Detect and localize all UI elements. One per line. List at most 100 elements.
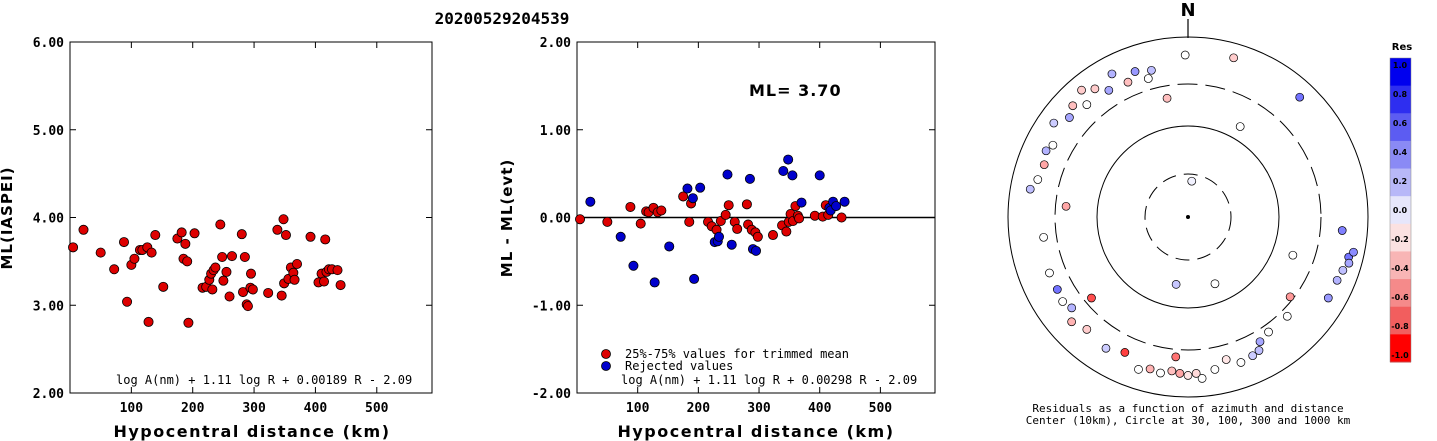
residual-point [1087,293,1096,303]
residual-point [1344,258,1354,268]
data-point [109,264,120,275]
residual-point [1288,250,1298,260]
colorbar-label: -0.4 [1391,264,1409,273]
ring-300km [1054,83,1322,351]
data-point [217,251,228,262]
data-point [242,301,253,312]
residual-point [1049,118,1059,128]
colorbar-label: 0.6 [1393,119,1408,128]
x-tick-label: 400 [808,401,832,416]
residual-point [1025,184,1035,194]
residual-point [1067,317,1076,327]
colorbar-cell [1390,279,1411,308]
data-point [720,209,731,220]
data-point [682,183,693,194]
residual-point [1143,74,1153,83]
colorbar-cell [1390,196,1411,225]
residual-point [1052,285,1062,294]
ring-30km [1144,173,1232,261]
formula-label: log A(nm) + 1.11 log R + 0.00189 R - 2.0… [116,373,412,387]
data-point [263,287,274,298]
residual-point [1045,268,1054,278]
data-point [678,191,689,202]
y-tick-label: 2.00 [540,36,571,51]
y-axis-label: ML - ML(evt) [498,159,516,277]
data-point [615,231,626,242]
data-point [722,169,733,180]
residual-point [1090,84,1100,94]
data-point [176,227,187,238]
residual-point [1349,247,1358,257]
x-tick-label: 500 [365,401,389,416]
colorbar-cell [1390,168,1411,197]
x-tick-label: 400 [304,401,328,416]
residual-point [1295,92,1305,102]
data-point [684,216,695,227]
colorbar-cell [1390,58,1411,87]
data-point [319,276,330,287]
residual-point [1123,77,1133,87]
data-point [305,231,316,242]
data-point [224,291,235,302]
colorbar-cell [1390,113,1411,142]
residual-point [1180,50,1190,60]
residual-point [1254,346,1264,355]
colorbar-label: -0.2 [1391,235,1409,244]
residual-point [1285,292,1295,302]
data-point [713,231,724,242]
residual-point [1058,297,1067,306]
data-point [783,154,794,165]
ml-iaspei-panel: 2.00 3.00 4.00 5.00 6.00 100 200 300 400 500 Hyp… [0,36,433,441]
data-point [245,268,256,279]
residual-point [1082,100,1092,109]
residual-point [1197,374,1207,383]
data-point [143,316,154,327]
data-point [839,196,850,207]
residual-point [1162,93,1172,103]
data-point [625,201,636,212]
data-point [695,182,706,193]
residual-point [1183,371,1193,380]
x-tick-label: 300 [242,401,266,416]
plot-frame [69,41,433,394]
data-point [689,273,700,284]
residual-colorbar: Res 1.0 0.8 0.6 0.4 0.2 0.0 -0.2 -0.4 -0.6 -0.8 -1… [1389,42,1412,363]
data-point [207,284,218,295]
x-tick-label: 100 [120,401,144,416]
data-point [278,214,289,225]
residual-point [1323,293,1333,303]
data-point [726,239,737,250]
data-point [751,245,762,256]
data-point [289,274,300,285]
data-point [335,280,346,291]
colorbar-label: 0.8 [1393,90,1408,99]
ml-annotation: ML= 3.70 [749,81,842,100]
data-point [767,230,778,241]
data-point [831,201,842,212]
data-point [602,216,613,227]
data-point [189,228,200,239]
x-axis-label: Hypocentral distance (km) [617,422,894,441]
data-point [276,290,287,301]
colorbar-cell [1390,251,1411,280]
data-point [723,200,734,211]
data-point [744,173,755,184]
residual-point [1191,369,1201,378]
colorbar-label: 1.0 [1393,61,1408,70]
data-point [814,170,825,181]
north-label: N [1180,0,1195,21]
residual-point [1145,364,1155,374]
residual-point [1187,176,1197,186]
residual-point [1210,365,1220,374]
residual-point [1067,303,1077,313]
data-point [741,199,752,210]
data-point [236,229,247,240]
data-point [247,284,258,295]
data-point [221,266,232,277]
residual-point [1147,65,1156,75]
y-tick-label: 0.00 [540,212,571,227]
data-point [129,253,140,264]
colorbar-label: -0.8 [1391,322,1409,331]
residual-point [1061,201,1071,211]
data-point [628,260,639,271]
